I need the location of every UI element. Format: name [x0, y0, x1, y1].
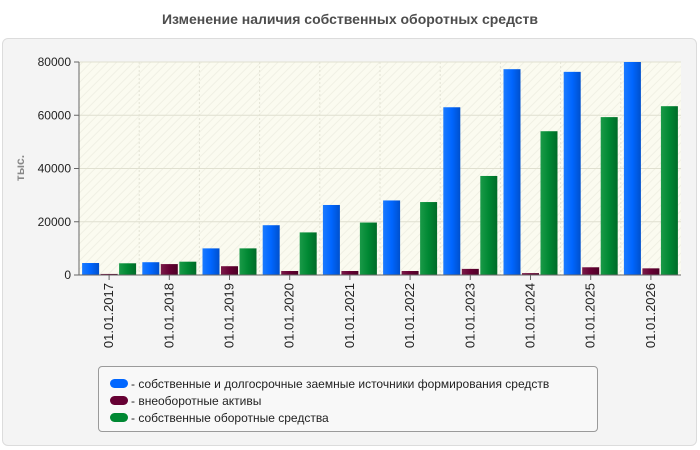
y-tick-label: 80000: [38, 55, 72, 69]
x-tick-label: 01.01.2017: [101, 283, 116, 348]
x-tick-label: 01.01.2026: [643, 283, 658, 348]
bar-series-2: [100, 273, 118, 275]
legend-swatch-noncurrent-assets: [110, 396, 128, 405]
bar-series-3: [600, 117, 618, 276]
bar-series-2: [642, 268, 660, 275]
bar-series-3: [540, 131, 558, 275]
bar-series-1: [443, 107, 461, 275]
bar-series-1: [202, 248, 220, 275]
y-tick-label: 40000: [38, 162, 72, 176]
bar-series-3: [359, 222, 377, 275]
axes: 0 20000 40000 60000 80000 01.01.2017 01.01.201…: [38, 55, 681, 348]
legend-label-working-capital: - собственные оборотные средства: [131, 410, 329, 425]
bar-series-3: [480, 175, 498, 275]
legend-label-sources: - собственные и долгосрочные заемные ист…: [131, 376, 550, 391]
bar-series-2: [522, 273, 539, 275]
x-tick-label: 01.01.2025: [583, 283, 598, 348]
bar-series-3: [299, 232, 317, 275]
y-tick-label: 0: [64, 268, 71, 282]
bar-series-3: [179, 261, 197, 275]
legend-swatch-working-capital: [110, 413, 128, 422]
bar-series-2: [221, 266, 238, 275]
x-tick-label: 01.01.2018: [161, 283, 176, 348]
bar-series-1: [623, 62, 641, 275]
bar-series-1: [142, 262, 160, 275]
bar-series-1: [322, 204, 340, 275]
y-tick-label: 20000: [38, 215, 72, 229]
bar-series-2: [160, 264, 178, 275]
x-tick-label: 01.01.2019: [222, 283, 237, 348]
bar-series-2: [281, 271, 299, 275]
legend-swatch-sources: [110, 379, 128, 388]
bar-series-2: [461, 268, 479, 275]
x-tick-label: 01.01.2021: [342, 283, 357, 348]
bar-series-2: [582, 267, 600, 275]
bar-series-1: [262, 225, 280, 275]
bar-series-3: [119, 263, 137, 275]
bar-series-1: [82, 263, 100, 275]
bar-series-3: [660, 106, 678, 275]
bar-series-2: [401, 271, 419, 275]
legend-item-noncurrent-assets: - внеоборотные активы: [99, 392, 597, 409]
bar-series-1: [503, 69, 521, 275]
bar-series-3: [239, 248, 257, 275]
bars: [82, 62, 678, 276]
x-tick-label: 01.01.2024: [523, 283, 538, 348]
bar-series-1: [383, 200, 401, 275]
legend-item-working-capital: - собственные оборотные средства: [99, 409, 597, 426]
bar-series-3: [420, 202, 438, 275]
bar-series-2: [341, 271, 359, 275]
bar-series-1: [563, 71, 581, 275]
x-tick-label: 01.01.2020: [282, 283, 297, 348]
y-axis-label: тыс.: [13, 155, 27, 181]
legend-label-noncurrent-assets: - внеоборотные активы: [131, 393, 262, 408]
y-tick-label: 60000: [38, 108, 72, 122]
x-tick-label: 01.01.2023: [462, 283, 477, 348]
x-tick-label: 01.01.2022: [402, 283, 417, 348]
chart-title: Изменение наличия собственных оборотных …: [161, 11, 539, 27]
legend-item-sources: - собственные и долгосрочные заемные ист…: [99, 375, 597, 392]
chart-legend: - собственные и долгосрочные заемные ист…: [98, 366, 598, 432]
